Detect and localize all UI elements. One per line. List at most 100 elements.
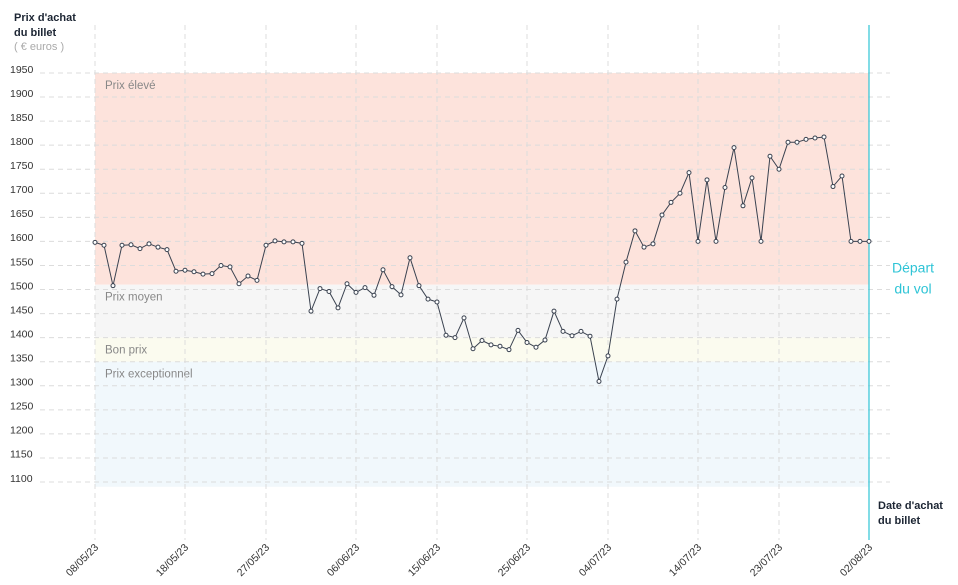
price-point bbox=[560, 328, 566, 334]
price-point bbox=[335, 305, 341, 311]
price-point bbox=[101, 242, 107, 248]
price-point bbox=[650, 241, 656, 247]
x-tick-label: 14/07/23 bbox=[667, 541, 704, 578]
price-point bbox=[263, 242, 269, 248]
price-point bbox=[164, 247, 170, 253]
x-tick-label: 18/05/23 bbox=[154, 541, 191, 578]
price-point bbox=[308, 308, 314, 314]
x-tick-label: 02/08/23 bbox=[838, 541, 875, 578]
y-tick-label: 1300 bbox=[10, 377, 34, 389]
price-point bbox=[794, 139, 800, 145]
x-tick-label: 06/06/23 bbox=[325, 541, 362, 578]
price-point bbox=[623, 259, 629, 265]
price-point bbox=[416, 283, 422, 289]
price-point bbox=[389, 284, 395, 290]
price-point bbox=[605, 353, 611, 359]
price-point bbox=[542, 337, 548, 343]
x-tick-label: 27/05/23 bbox=[235, 541, 272, 578]
price-point bbox=[254, 277, 260, 283]
price-point bbox=[848, 238, 854, 244]
band-label: Prix élevé bbox=[105, 80, 156, 92]
price-point bbox=[236, 281, 242, 287]
y-tick-label: 1900 bbox=[10, 88, 34, 100]
price-point bbox=[407, 255, 413, 261]
price-point bbox=[758, 238, 764, 244]
price-point bbox=[866, 238, 872, 244]
price-point bbox=[821, 134, 827, 140]
price-point bbox=[812, 135, 818, 141]
price-point bbox=[704, 177, 710, 183]
y-tick-label: 1800 bbox=[10, 136, 34, 148]
price-point bbox=[659, 212, 665, 218]
band-label: Prix moyen bbox=[105, 292, 163, 304]
y-tick-label: 1500 bbox=[10, 280, 34, 292]
price-point bbox=[767, 153, 773, 159]
price-point bbox=[686, 170, 692, 176]
price-point bbox=[272, 238, 278, 244]
departure-label: Départ bbox=[892, 260, 934, 276]
price-point bbox=[776, 166, 782, 172]
price-point bbox=[281, 239, 287, 245]
y-axis-unit: ( € euros ) bbox=[14, 41, 64, 53]
price-point bbox=[353, 289, 359, 295]
price-point bbox=[92, 239, 98, 245]
y-tick-label: 1450 bbox=[10, 304, 34, 316]
price-point bbox=[668, 199, 674, 205]
price-point bbox=[182, 267, 188, 273]
band-label: Prix exceptionnel bbox=[105, 369, 193, 381]
price-point bbox=[119, 242, 125, 248]
price-point bbox=[443, 332, 449, 338]
price-point bbox=[524, 339, 530, 345]
price-point bbox=[290, 239, 296, 245]
x-axis-title: Date d'achat bbox=[878, 500, 943, 512]
price-point bbox=[200, 271, 206, 277]
x-tick-label: 04/07/23 bbox=[577, 541, 614, 578]
price-point bbox=[380, 267, 386, 273]
price-point bbox=[578, 328, 584, 334]
x-axis-title: du billet bbox=[878, 515, 921, 527]
price-point bbox=[245, 273, 251, 279]
price-point bbox=[218, 262, 224, 268]
price-point bbox=[803, 136, 809, 142]
price-point bbox=[317, 286, 323, 292]
y-axis-title: Prix d'achat bbox=[14, 12, 76, 24]
price-point bbox=[614, 296, 620, 302]
price-point bbox=[146, 241, 152, 247]
y-tick-label: 1400 bbox=[10, 328, 34, 340]
price-point bbox=[731, 145, 737, 151]
price-point bbox=[452, 335, 458, 341]
price-point bbox=[479, 338, 485, 344]
price-point bbox=[839, 173, 845, 179]
price-point bbox=[371, 292, 377, 298]
price-point bbox=[461, 315, 467, 321]
x-tick-label: 15/06/23 bbox=[406, 541, 443, 578]
y-tick-label: 1700 bbox=[10, 184, 34, 196]
price-point bbox=[488, 342, 494, 348]
y-tick-label: 1350 bbox=[10, 352, 34, 364]
y-tick-label: 1100 bbox=[10, 473, 33, 485]
price-point bbox=[587, 333, 593, 339]
price-point bbox=[344, 281, 350, 287]
band-label: Bon prix bbox=[105, 345, 147, 357]
price-point bbox=[551, 308, 557, 314]
price-point bbox=[569, 333, 575, 339]
price-point bbox=[191, 269, 197, 275]
price-point bbox=[209, 271, 215, 277]
price-point bbox=[695, 238, 701, 244]
price-point bbox=[497, 343, 503, 349]
price-point bbox=[299, 240, 305, 246]
price-point bbox=[515, 327, 521, 333]
x-tick-label: 25/06/23 bbox=[496, 541, 533, 578]
price-point bbox=[155, 244, 161, 250]
price-point bbox=[110, 283, 116, 289]
price-point bbox=[749, 175, 755, 181]
departure-label: du vol bbox=[894, 281, 931, 297]
price-point bbox=[533, 344, 539, 350]
price-band bbox=[95, 361, 869, 487]
y-tick-label: 1150 bbox=[10, 449, 33, 461]
y-tick-label: 1200 bbox=[10, 425, 34, 437]
y-tick-label: 1850 bbox=[10, 112, 34, 124]
y-tick-label: 1750 bbox=[10, 160, 34, 172]
price-point bbox=[632, 228, 638, 234]
